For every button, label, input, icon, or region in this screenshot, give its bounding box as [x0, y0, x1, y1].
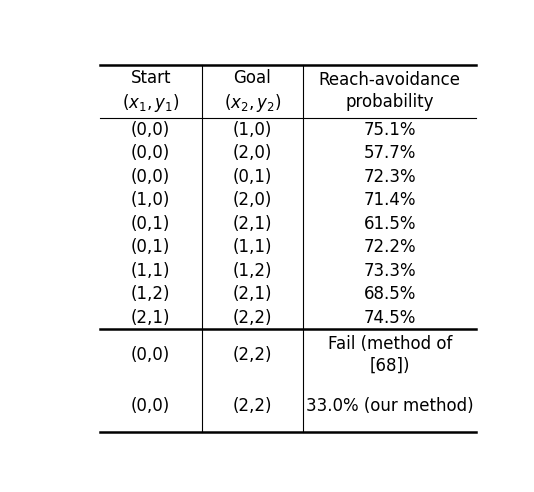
- Text: 72.2%: 72.2%: [364, 238, 416, 256]
- Text: 57.7%: 57.7%: [364, 144, 416, 162]
- Text: Goal
$(x_2, y_2)$: Goal $(x_2, y_2)$: [224, 69, 281, 114]
- Text: Fail (method of
[68]): Fail (method of [68]): [328, 335, 452, 375]
- Text: Reach-avoidance
probability: Reach-avoidance probability: [319, 71, 461, 112]
- Text: (2,1): (2,1): [233, 215, 272, 233]
- Text: (0,0): (0,0): [131, 398, 170, 415]
- Text: (2,0): (2,0): [233, 144, 272, 162]
- Text: (2,2): (2,2): [233, 346, 272, 364]
- Text: (0,1): (0,1): [131, 238, 170, 256]
- Text: (0,1): (0,1): [233, 168, 272, 185]
- Text: (2,1): (2,1): [233, 285, 272, 303]
- Text: 68.5%: 68.5%: [364, 285, 416, 303]
- Text: (0,0): (0,0): [131, 121, 170, 139]
- Text: (1,0): (1,0): [131, 191, 170, 209]
- Text: 72.3%: 72.3%: [364, 168, 416, 185]
- Text: (2,2): (2,2): [233, 398, 272, 415]
- Text: (0,1): (0,1): [131, 215, 170, 233]
- Text: 73.3%: 73.3%: [364, 262, 416, 279]
- Text: (1,0): (1,0): [233, 121, 272, 139]
- Text: (0,0): (0,0): [131, 346, 170, 364]
- Text: (0,0): (0,0): [131, 144, 170, 162]
- Text: (2,2): (2,2): [233, 308, 272, 327]
- Text: (1,1): (1,1): [233, 238, 272, 256]
- Text: 61.5%: 61.5%: [364, 215, 416, 233]
- Text: (0,0): (0,0): [131, 168, 170, 185]
- Text: (1,1): (1,1): [131, 262, 170, 279]
- Text: 74.5%: 74.5%: [364, 308, 416, 327]
- Text: (2,0): (2,0): [233, 191, 272, 209]
- Text: 33.0% (our method): 33.0% (our method): [306, 398, 474, 415]
- Text: Start
$(x_1, y_1)$: Start $(x_1, y_1)$: [122, 69, 179, 114]
- Text: 75.1%: 75.1%: [364, 121, 416, 139]
- Text: 71.4%: 71.4%: [364, 191, 416, 209]
- Text: (1,2): (1,2): [233, 262, 272, 279]
- Text: (2,1): (2,1): [131, 308, 170, 327]
- Text: (1,2): (1,2): [131, 285, 170, 303]
